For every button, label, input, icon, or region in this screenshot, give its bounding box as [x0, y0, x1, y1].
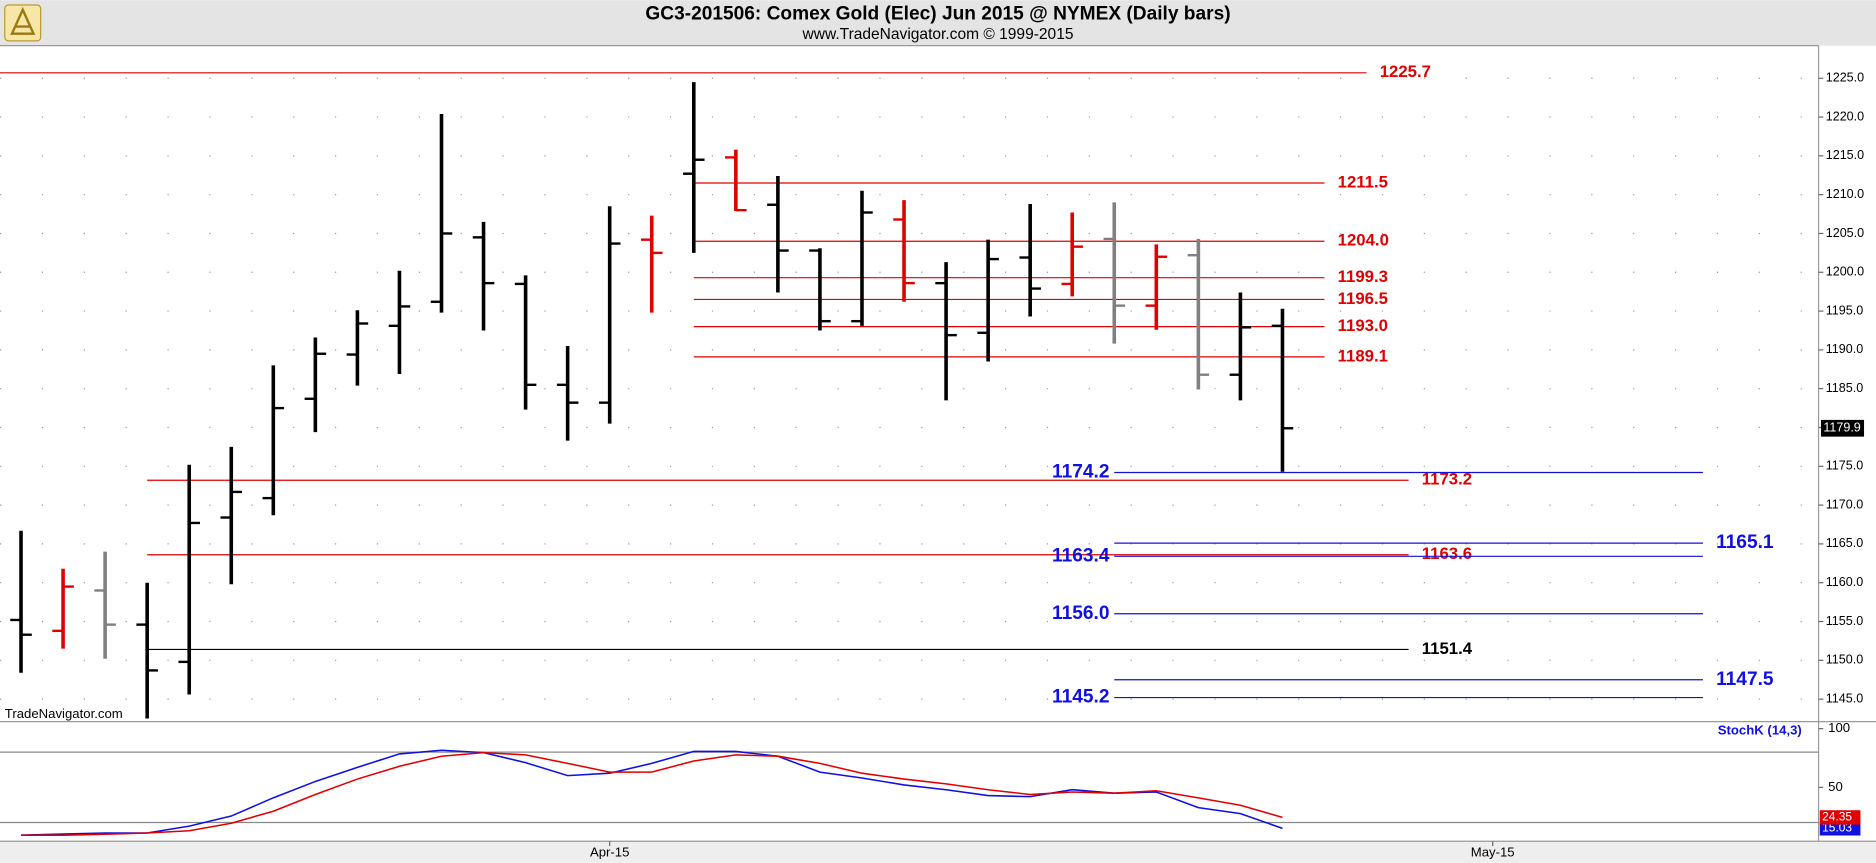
level-label: 1173.2 [1422, 470, 1472, 489]
y-tick-label: 1195.0 [1826, 303, 1863, 317]
y-tick-label: 1215.0 [1826, 148, 1864, 162]
watermark: TradeNavigator.com [5, 706, 123, 721]
last-value-box [1819, 810, 1861, 825]
x-tick-label: May-15 [1471, 845, 1515, 860]
level-label: 1199.3 [1338, 267, 1388, 286]
y-tick-label: 1150.0 [1826, 653, 1863, 667]
y-tick-label: 1185.0 [1826, 381, 1863, 395]
logo [4, 4, 42, 42]
last-price-label: 1179.9 [1823, 421, 1860, 435]
y-tick-label: 1160.0 [1826, 575, 1863, 589]
level-label: 1196.5 [1338, 289, 1388, 308]
date-axis-bg [0, 841, 1876, 863]
level-label: 1165.1 [1716, 532, 1774, 553]
level-label: 1193.0 [1338, 316, 1388, 335]
y-tick-label: 1205.0 [1826, 226, 1864, 240]
indicator-title: StochK (14,3) [1718, 723, 1802, 738]
y-tick-label: 50 [1828, 779, 1843, 794]
level-label: 1151.4 [1422, 639, 1473, 658]
level-label: 1211.5 [1338, 172, 1388, 191]
y-tick-label: 1145.0 [1826, 691, 1863, 705]
last-value-label: 24.35 [1822, 810, 1852, 824]
last-price-box [1820, 419, 1865, 437]
level-label: 1204.0 [1338, 231, 1389, 250]
y-tick-label: 1200.0 [1826, 265, 1864, 279]
y-tick-label: 1220.0 [1826, 109, 1864, 123]
level-label: 1163.4 [1052, 545, 1110, 566]
y-tick-label: 1210.0 [1826, 187, 1864, 201]
level-label: 1189.1 [1338, 346, 1388, 365]
level-label: 1225.7 [1380, 62, 1431, 81]
chart-subtitle: www.TradeNavigator.com © 1999-2015 [802, 26, 1074, 43]
y-tick-label: 1190.0 [1826, 342, 1863, 356]
level-label: 1163.6 [1422, 544, 1472, 563]
y-tick-label: 1155.0 [1826, 614, 1863, 628]
level-label: 1174.2 [1052, 462, 1109, 483]
stoch-line [21, 749, 1283, 836]
y-tick-label: 100 [1828, 720, 1850, 735]
level-label: 1156.0 [1052, 603, 1109, 624]
y-tick-label: 1175.0 [1826, 459, 1863, 473]
last-value-box [1819, 821, 1861, 836]
chart-title: GC3-201506: Comex Gold (Elec) Jun 2015 @… [645, 4, 1230, 25]
y-tick-label: 1165.0 [1826, 536, 1863, 550]
y-tick-label: 1225.0 [1826, 71, 1864, 85]
header-bg [0, 0, 1876, 46]
level-label: 1145.2 [1052, 687, 1109, 708]
stoch-line [21, 751, 1283, 836]
x-tick-label: Apr-15 [590, 845, 630, 860]
y-tick-label: 1170.0 [1826, 497, 1863, 511]
level-label: 1147.5 [1716, 669, 1774, 690]
